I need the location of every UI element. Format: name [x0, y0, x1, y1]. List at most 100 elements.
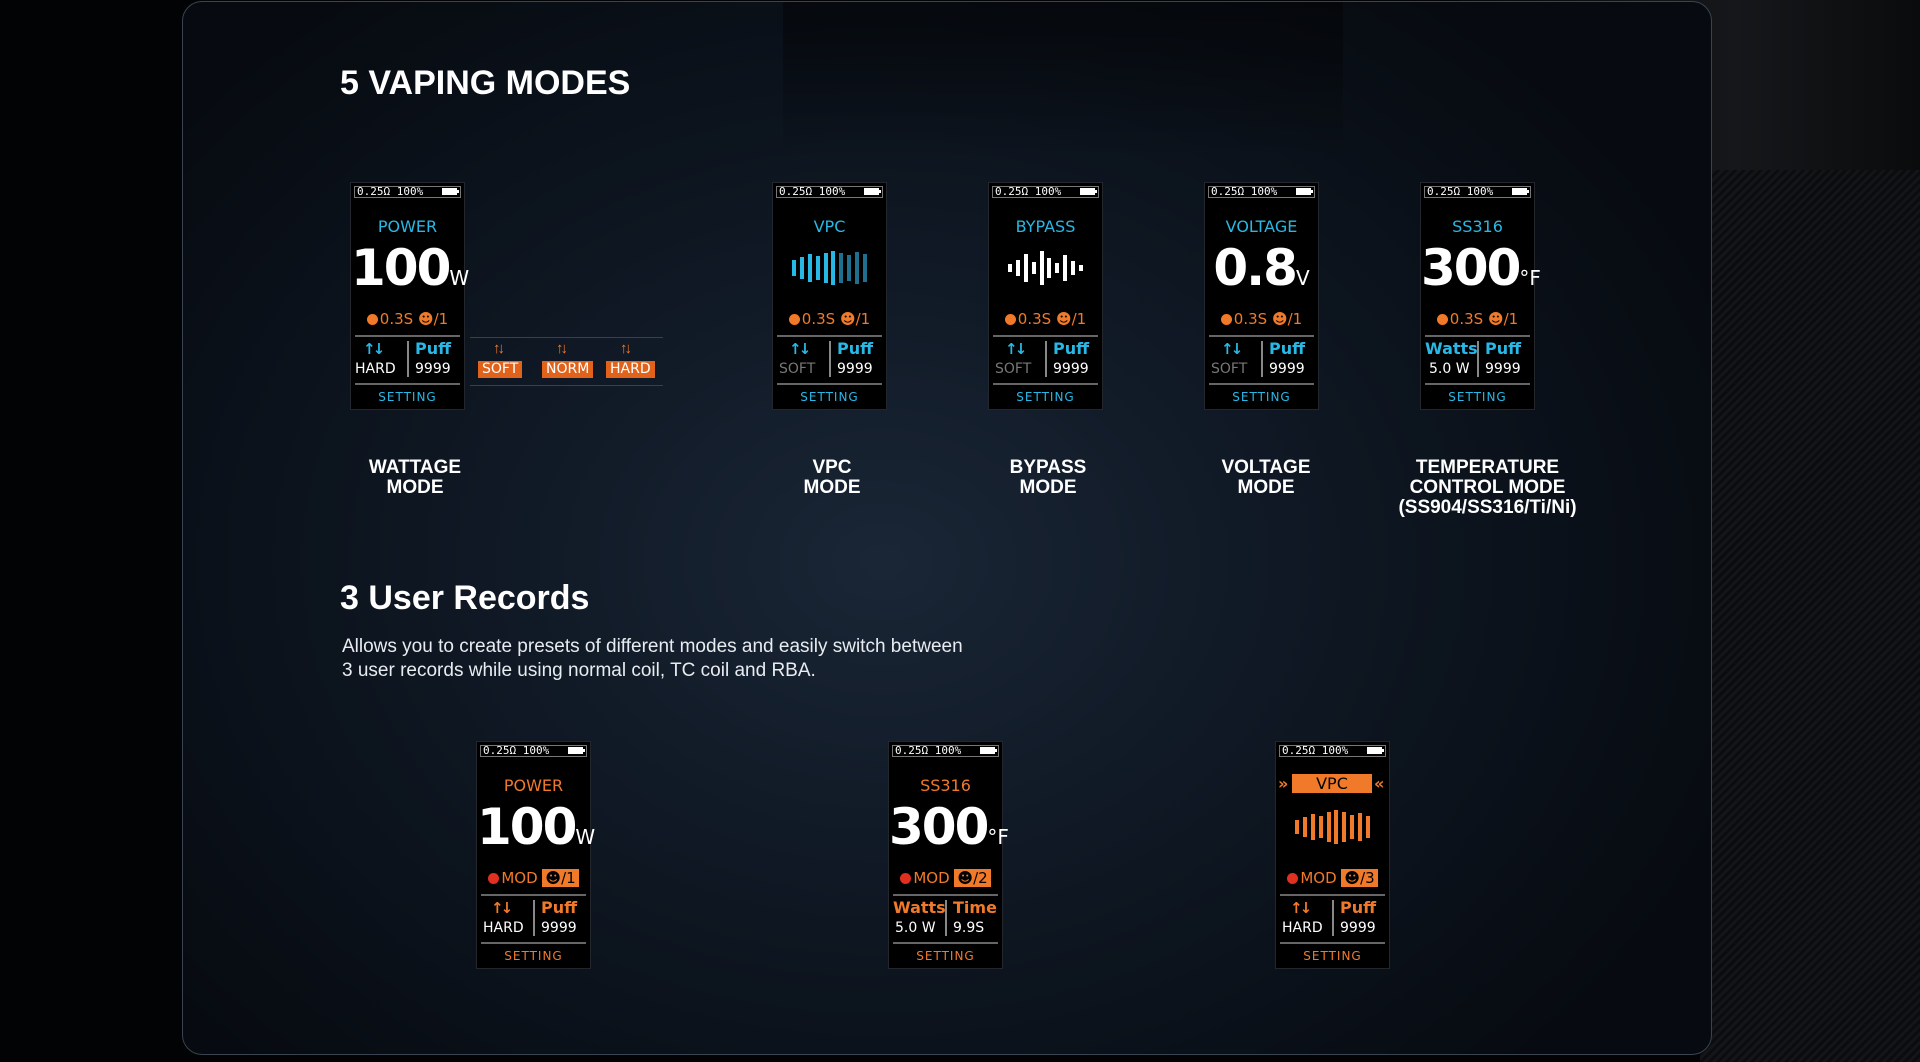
voltage-screen: 0.25Ω 100% VOLTAGE 0.8V 0.3S ☻/1 ↑↓ SOFT…	[1204, 182, 1319, 410]
curve-option-hard: HARD	[606, 361, 655, 378]
divider	[1425, 335, 1530, 337]
caption-temperature-control: TEMPERATURE CONTROL MODE (SS904/SS316/Ti…	[1398, 457, 1577, 518]
divider	[993, 335, 1098, 337]
battery-icon	[980, 747, 997, 754]
curve-arrows-icon: ↑↓	[363, 340, 385, 358]
puff-value: 9999	[1485, 361, 1521, 377]
vpc-curve-icon	[792, 251, 867, 285]
battery-icon	[1512, 188, 1529, 195]
status-bar: 0.25Ω 100%	[1208, 186, 1315, 198]
preheat-row: 0.3S ☻/1	[1205, 310, 1318, 328]
mode-label: VPC	[813, 217, 846, 236]
bypass-screen: 0.25Ω 100% BYPASS 0.3S ☻/1 ↑↓ SOFT Puff …	[988, 182, 1103, 410]
divider	[1425, 383, 1530, 385]
watts-label: Watts	[1425, 339, 1478, 358]
curve-arrows-icon: ↑↓	[789, 340, 811, 358]
puff-value: 9999	[541, 920, 577, 936]
divider	[1332, 900, 1334, 936]
user-record-3-screen: 0.25Ω 100% VPC » « MOD ☻/3 ↑↓ HARD Puff …	[1275, 741, 1390, 969]
curve-value: HARD	[1282, 920, 1323, 936]
setting-label: SETTING	[1448, 390, 1507, 404]
setting-label: SETTING	[1303, 949, 1362, 963]
curve-options-top-line	[470, 337, 663, 338]
user-record-2-screen: 0.25Ω 100% SS316 300°F MOD ☻/2 Watts 5.0…	[888, 741, 1009, 969]
carbon-fiber-background	[1700, 0, 1920, 1062]
divider	[1280, 942, 1385, 944]
records-description-line-2: 3 user records while using normal coil, …	[342, 660, 816, 681]
puff-value: 9999	[837, 361, 873, 377]
curve-arrows-icon: ↑↓	[1221, 340, 1243, 358]
mode-label: POWER	[503, 776, 564, 795]
battery-icon	[1296, 188, 1313, 195]
divider	[829, 341, 831, 377]
preheat-row: 0.3S ☻/1	[773, 310, 886, 328]
divider	[945, 900, 947, 936]
divider	[481, 942, 586, 944]
puff-label: Puff	[541, 898, 578, 917]
puff-label: Puff	[1053, 339, 1090, 358]
status-bar: 0.25Ω 100%	[892, 745, 999, 757]
battery-icon	[1367, 747, 1384, 754]
clock-icon	[1220, 314, 1232, 325]
setting-label: SETTING	[378, 390, 437, 404]
watts-value: 5.0 W	[1429, 361, 1470, 377]
divider	[533, 900, 535, 936]
battery-icon	[442, 188, 459, 195]
wattage-screen: 0.25Ω 100% POWER 100W 0.3S ☻/1 ↑↓ HARD P…	[350, 182, 470, 410]
divider	[893, 894, 998, 896]
power-value: 100W	[351, 239, 470, 297]
voltage-value: 0.8V	[1213, 239, 1310, 297]
caption-vpc: VPC MODE	[803, 457, 861, 498]
vpc-curve-icon	[1295, 810, 1370, 844]
divider	[1045, 341, 1047, 377]
preheat-row: 0.3S ☻/1	[989, 310, 1102, 328]
temperature-control-screen: 0.25Ω 100% SS316 300°F 0.3S ☻/1 Watts 5.…	[1420, 182, 1541, 410]
divider	[1209, 383, 1314, 385]
status-bar: 0.25Ω 100%	[1424, 186, 1531, 198]
user-icon: ☻	[417, 310, 434, 328]
user-record-badge: ☻/2	[954, 869, 991, 887]
setting-label: SETTING	[1232, 390, 1291, 404]
user-icon: ☻	[1487, 310, 1504, 328]
puff-label: Puff	[837, 339, 874, 358]
mode-label: SS316	[920, 776, 971, 795]
caption-bypass: BYPASS MODE	[1009, 457, 1087, 498]
divider	[355, 383, 460, 385]
user-record-badge: ☻/1	[542, 869, 579, 887]
puff-value: 9999	[1053, 361, 1089, 377]
mode-label: VPC	[1292, 774, 1372, 793]
user-icon: ☻	[839, 310, 856, 328]
puff-value: 9999	[1340, 920, 1376, 936]
caption-voltage: VOLTAGE MODE	[1221, 457, 1311, 498]
curve-value: HARD	[483, 920, 524, 936]
curve-option-norm: NORM	[542, 361, 594, 378]
user-record-1-screen: 0.25Ω 100% POWER 100W MOD ☻/1 ↑↓ HARD Pu…	[476, 741, 595, 969]
divider	[1477, 341, 1479, 377]
status-bar: 0.25Ω 100%	[480, 745, 587, 757]
setting-label: SETTING	[916, 949, 975, 963]
status-bar: 0.25Ω 100%	[992, 186, 1099, 198]
temperature-value: 300°F	[1421, 239, 1541, 297]
divider	[777, 383, 882, 385]
battery-icon	[1080, 188, 1097, 195]
status-bar: 0.25Ω 100%	[1279, 745, 1386, 757]
user-icon: ☻	[1055, 310, 1072, 328]
time-label: Time	[953, 898, 997, 917]
curve-value: SOFT	[995, 361, 1032, 377]
curve-arrows-icon: ↑↓	[620, 340, 632, 357]
time-value: 9.9S	[953, 920, 985, 936]
clock-icon	[1004, 314, 1016, 325]
mod-icon	[488, 873, 500, 884]
setting-label: SETTING	[504, 949, 563, 963]
mod-icon	[900, 873, 912, 884]
divider	[893, 942, 998, 944]
curve-arrows-icon: ↑↓	[1290, 899, 1312, 917]
divider	[1261, 341, 1263, 377]
record-row: MOD ☻/1	[477, 869, 590, 887]
curve-arrows-icon: ↑↓	[556, 340, 568, 357]
puff-label: Puff	[1485, 339, 1522, 358]
puff-value: 9999	[415, 361, 451, 377]
divider	[777, 335, 882, 337]
mode-label: SS316	[1452, 217, 1503, 236]
divider	[1280, 894, 1385, 896]
